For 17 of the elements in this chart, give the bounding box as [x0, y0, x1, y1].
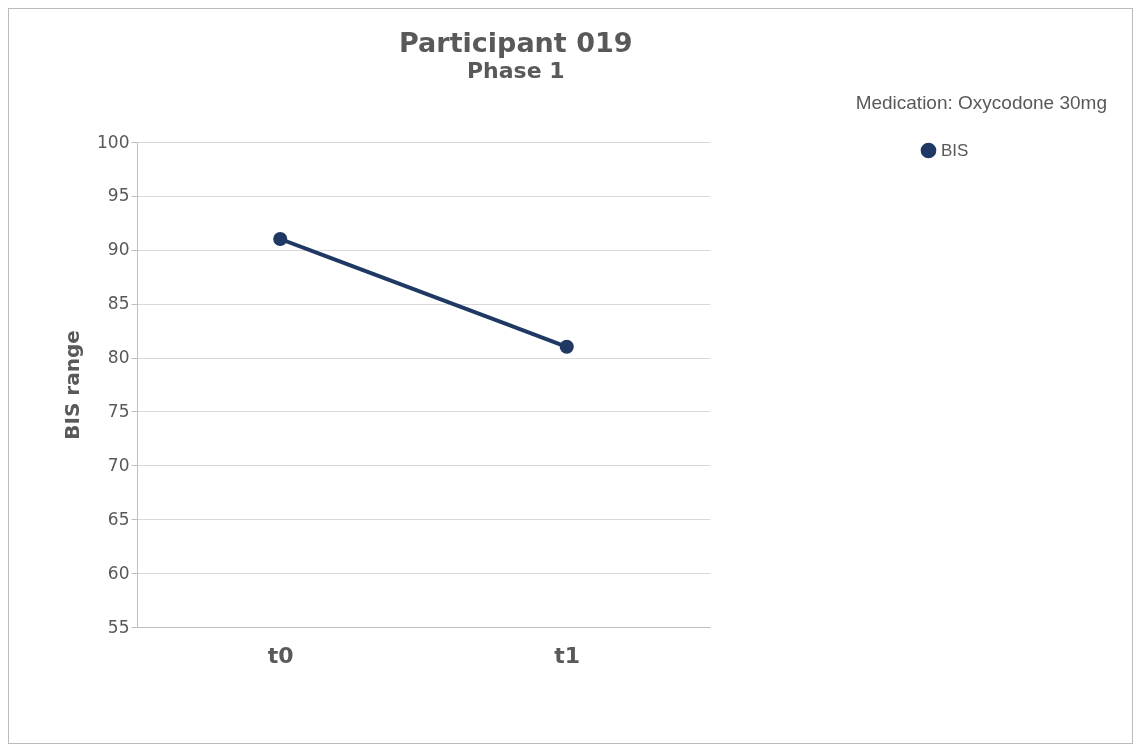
y-tick-label: 75 [107, 400, 130, 421]
y-tick-label: 60 [107, 562, 130, 583]
y-tick-label: 80 [107, 347, 130, 368]
y-tick-label: 65 [107, 508, 130, 529]
chart-title: Participant 019 [399, 27, 633, 58]
chart-subtitle: Phase 1 [466, 58, 565, 83]
y-tick-label: 95 [107, 185, 130, 206]
text: Medication: Oxycodone 30mg [855, 92, 1107, 114]
y-tick-label: 85 [107, 293, 130, 314]
y-axis-title: BIS range [60, 330, 85, 440]
legend-label: BIS [941, 140, 969, 160]
x-tick-label: t0 [267, 642, 294, 668]
x-tick-label: t1 [554, 642, 581, 668]
y-tick-label: 100 [97, 131, 130, 152]
y-tick-label: 55 [107, 616, 130, 637]
y-tick-label: 70 [107, 454, 130, 475]
y-tick-label: 90 [107, 239, 130, 260]
